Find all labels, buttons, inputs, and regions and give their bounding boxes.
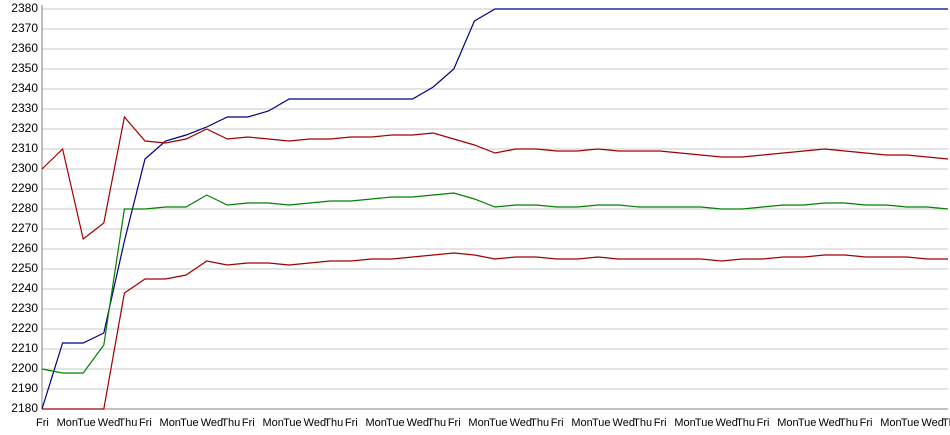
x-tick-label: Thu bbox=[736, 417, 755, 429]
series-line bbox=[41, 8, 948, 410]
x-tick-label: Tue bbox=[180, 417, 199, 429]
x-tick-label: Mon bbox=[365, 417, 386, 429]
x-tick-label: Thu bbox=[324, 417, 343, 429]
y-tick-label: 2350 bbox=[11, 61, 38, 75]
series-line bbox=[41, 115, 949, 241]
x-tick-label: Thu bbox=[221, 417, 240, 429]
x-tick-label: Fri bbox=[345, 417, 358, 429]
y-tick-label: 2280 bbox=[11, 201, 38, 215]
x-tick-label: Fri bbox=[551, 417, 564, 429]
y-tick-label: 2300 bbox=[11, 161, 38, 175]
x-tick-label: Tue bbox=[695, 417, 714, 429]
x-tick-label: Mon bbox=[571, 417, 592, 429]
x-tick-label: Mon bbox=[674, 417, 695, 429]
x-tick-label: Thu bbox=[118, 417, 137, 429]
y-tick-label: 2190 bbox=[11, 381, 38, 395]
x-tick-label: Wed bbox=[613, 417, 635, 429]
y-tick-label: 2330 bbox=[11, 101, 38, 115]
x-tick-label: Wed bbox=[201, 417, 223, 429]
x-tick-label: Mon bbox=[880, 417, 901, 429]
x-tick-label: Wed bbox=[716, 417, 738, 429]
x-tick-label: Thu bbox=[427, 417, 446, 429]
y-tick-label: 2220 bbox=[11, 321, 38, 335]
x-tick-label: Mon bbox=[777, 417, 798, 429]
x-tick-label: Wed bbox=[304, 417, 326, 429]
y-tick-label: 2200 bbox=[11, 361, 38, 375]
x-tick-label: Mon bbox=[468, 417, 489, 429]
y-tick-label: 2310 bbox=[11, 141, 38, 155]
y-tick-label: 2290 bbox=[11, 181, 38, 195]
x-tick-label: Tue bbox=[489, 417, 508, 429]
series-line bbox=[41, 192, 949, 374]
x-tick-label: Wed bbox=[98, 417, 120, 429]
x-tick-label: Thu bbox=[942, 417, 950, 429]
x-tick-label: Tue bbox=[283, 417, 302, 429]
x-tick-label: Thu bbox=[530, 417, 549, 429]
y-tick-label: 2180 bbox=[11, 401, 38, 415]
x-tick-label: Fri bbox=[36, 417, 49, 429]
x-tick-label: Wed bbox=[818, 417, 840, 429]
series-line bbox=[42, 252, 948, 410]
x-tick-label: Tue bbox=[901, 417, 920, 429]
y-tick-label: 2210 bbox=[11, 341, 38, 355]
y-tick-label: 2370 bbox=[11, 21, 38, 35]
y-tick-label: 2270 bbox=[11, 221, 38, 235]
x-tick-label: Wed bbox=[510, 417, 532, 429]
x-tick-label: Thu bbox=[633, 417, 652, 429]
y-tick-label: 2260 bbox=[11, 241, 38, 255]
x-tick-label: Thu bbox=[839, 417, 858, 429]
x-tick-label: Tue bbox=[386, 417, 405, 429]
x-tick-label: Wed bbox=[921, 417, 943, 429]
x-tick-label: Fri bbox=[757, 417, 770, 429]
x-tick-label: Mon bbox=[263, 417, 284, 429]
x-tick-label: Fri bbox=[139, 417, 152, 429]
x-tick-label: Fri bbox=[448, 417, 461, 429]
x-tick-label: Tue bbox=[77, 417, 96, 429]
x-tick-label: Fri bbox=[654, 417, 667, 429]
y-tick-label: 2320 bbox=[11, 121, 38, 135]
x-tick-label: Tue bbox=[592, 417, 611, 429]
x-tick-label: Mon bbox=[160, 417, 181, 429]
x-tick-label: Fri bbox=[860, 417, 873, 429]
x-tick-label: Fri bbox=[242, 417, 255, 429]
y-tick-label: 2340 bbox=[11, 81, 38, 95]
y-tick-label: 2380 bbox=[11, 1, 38, 15]
x-tick-label: Mon bbox=[57, 417, 78, 429]
x-tick-label: Wed bbox=[407, 417, 429, 429]
y-tick-label: 2240 bbox=[11, 281, 38, 295]
y-tick-label: 2360 bbox=[11, 41, 38, 55]
y-tick-label: 2230 bbox=[11, 301, 38, 315]
x-tick-label: Tue bbox=[798, 417, 817, 429]
y-tick-label: 2250 bbox=[11, 261, 38, 275]
